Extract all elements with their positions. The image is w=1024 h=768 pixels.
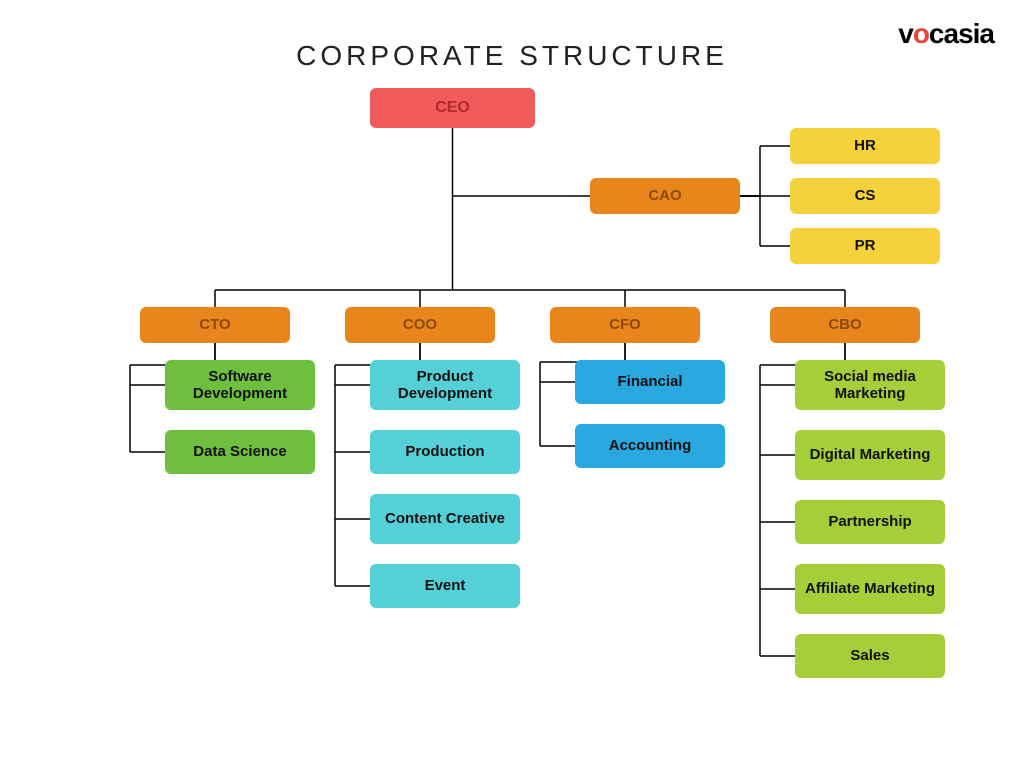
logo-text-after: casia — [929, 18, 994, 49]
node-software_development: Software Development — [165, 360, 315, 410]
page-title: CORPORATE STRUCTURE — [0, 40, 1024, 72]
node-hr: HR — [790, 128, 940, 164]
node-pr-label: PR — [855, 237, 876, 254]
node-cs-label: CS — [855, 187, 876, 204]
node-affiliate_marketing: Affiliate Marketing — [795, 564, 945, 614]
node-event: Event — [370, 564, 520, 608]
node-cs: CS — [790, 178, 940, 214]
node-cao-label: CAO — [648, 187, 681, 204]
node-content_creative: Content Creative — [370, 494, 520, 544]
node-cbo: CBO — [770, 307, 920, 343]
node-accounting: Accounting — [575, 424, 725, 468]
node-sales: Sales — [795, 634, 945, 678]
node-coo: COO — [345, 307, 495, 343]
node-partnership: Partnership — [795, 500, 945, 544]
node-affiliate_marketing-label: Affiliate Marketing — [805, 580, 935, 597]
node-ceo: CEO — [370, 88, 535, 128]
node-data_science-label: Data Science — [193, 443, 286, 460]
logo-text-before: v — [898, 18, 913, 49]
node-product_development: Product Development — [370, 360, 520, 410]
node-financial-label: Financial — [617, 373, 682, 390]
node-cfo-label: CFO — [609, 316, 641, 333]
node-financial: Financial — [575, 360, 725, 404]
node-hr-label: HR — [854, 137, 876, 154]
node-digital_marketing-label: Digital Marketing — [810, 446, 931, 463]
node-software_development-label: Software Development — [171, 368, 309, 403]
node-social_media_marketing: Social media Marketing — [795, 360, 945, 410]
node-accounting-label: Accounting — [609, 437, 692, 454]
node-cfo: CFO — [550, 307, 700, 343]
node-coo-label: COO — [403, 316, 437, 333]
node-event-label: Event — [425, 577, 466, 594]
node-product_development-label: Product Development — [376, 368, 514, 403]
org-chart-canvas: { "title": "CORPORATE STRUCTURE", "logo"… — [0, 0, 1024, 768]
logo-dot-icon: o — [913, 18, 929, 49]
node-cao: CAO — [590, 178, 740, 214]
node-digital_marketing: Digital Marketing — [795, 430, 945, 480]
node-cto-label: CTO — [199, 316, 230, 333]
logo: vocasia — [898, 18, 994, 50]
node-content_creative-label: Content Creative — [385, 510, 505, 527]
node-ceo-label: CEO — [435, 99, 470, 117]
node-sales-label: Sales — [850, 647, 889, 664]
node-pr: PR — [790, 228, 940, 264]
node-production: Production — [370, 430, 520, 474]
node-data_science: Data Science — [165, 430, 315, 474]
node-social_media_marketing-label: Social media Marketing — [801, 368, 939, 403]
node-cto: CTO — [140, 307, 290, 343]
node-partnership-label: Partnership — [828, 513, 911, 530]
node-production-label: Production — [405, 443, 484, 460]
node-cbo-label: CBO — [828, 316, 861, 333]
